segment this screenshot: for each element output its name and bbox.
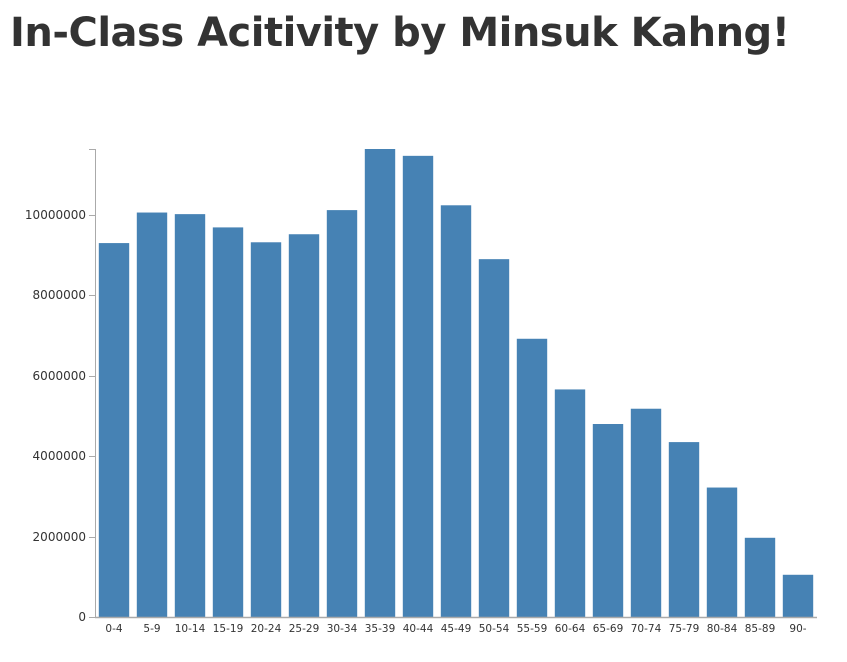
x-tick-label: 65-69 [593,623,624,635]
x-tick-label: 20-24 [251,623,282,635]
x-tick-label: 85-89 [745,623,776,635]
x-tick-label: 30-34 [327,623,358,635]
x-tick-label: 50-54 [479,623,510,635]
x-tick-label: 45-49 [441,623,472,635]
bar-10-14 [174,214,206,617]
x-tick-label: 55-59 [517,623,548,635]
bar-60-64 [554,389,586,617]
bar-20-24 [250,242,282,617]
x-tick-label: 70-74 [631,623,662,635]
bar-85-89 [744,537,776,617]
x-tick-label: 90- [789,623,806,635]
bar-50-54 [478,259,510,617]
x-axis: 0-4 5-9 10-14 15-19 20-24 25-29 30-34 35-39 40-4… [95,616,817,635]
bar-0-4 [98,243,130,617]
x-tick-label: 5-9 [143,623,160,635]
bar-90- [782,574,814,617]
bar-35-39 [364,149,396,617]
bar-25-29 [288,234,320,618]
y-tick-label: 0 [78,610,86,624]
x-tick-label: 10-14 [175,623,206,635]
x-tick-label: 80-84 [707,623,738,635]
x-tick-label: 25-29 [289,623,320,635]
bar-70-74 [630,408,662,617]
x-tick-label: 35-39 [365,623,396,635]
page-title: In-Class Acitivity by Minsuk Kahng! [10,10,790,56]
x-tick-label: 15-19 [213,623,244,635]
y-axis-line [89,149,96,618]
y-tick-label: 4000000 [33,449,86,463]
bar-55-59 [516,338,548,617]
bar-40-44 [402,155,434,617]
bars [98,149,814,618]
y-tick-label: 6000000 [33,369,86,383]
y-tick-label: 8000000 [33,288,86,302]
bar-5-9 [136,212,168,617]
bar-45-49 [440,205,472,618]
x-tick-label: 40-44 [403,623,434,635]
bar-65-69 [592,424,624,617]
x-tick-label: 60-64 [555,623,586,635]
x-tick-label: 0-4 [105,623,122,635]
bar-75-79 [668,442,700,617]
y-tick-label: 10000000 [25,208,86,222]
y-axis: 0 2000000 4000000 6000000 8000000 10000000 [25,149,96,624]
x-tick-label: 75-79 [669,623,700,635]
bar-30-34 [326,210,358,618]
bar-80-84 [706,487,738,617]
y-tick-label: 2000000 [33,530,86,544]
bar-15-19 [212,227,244,617]
